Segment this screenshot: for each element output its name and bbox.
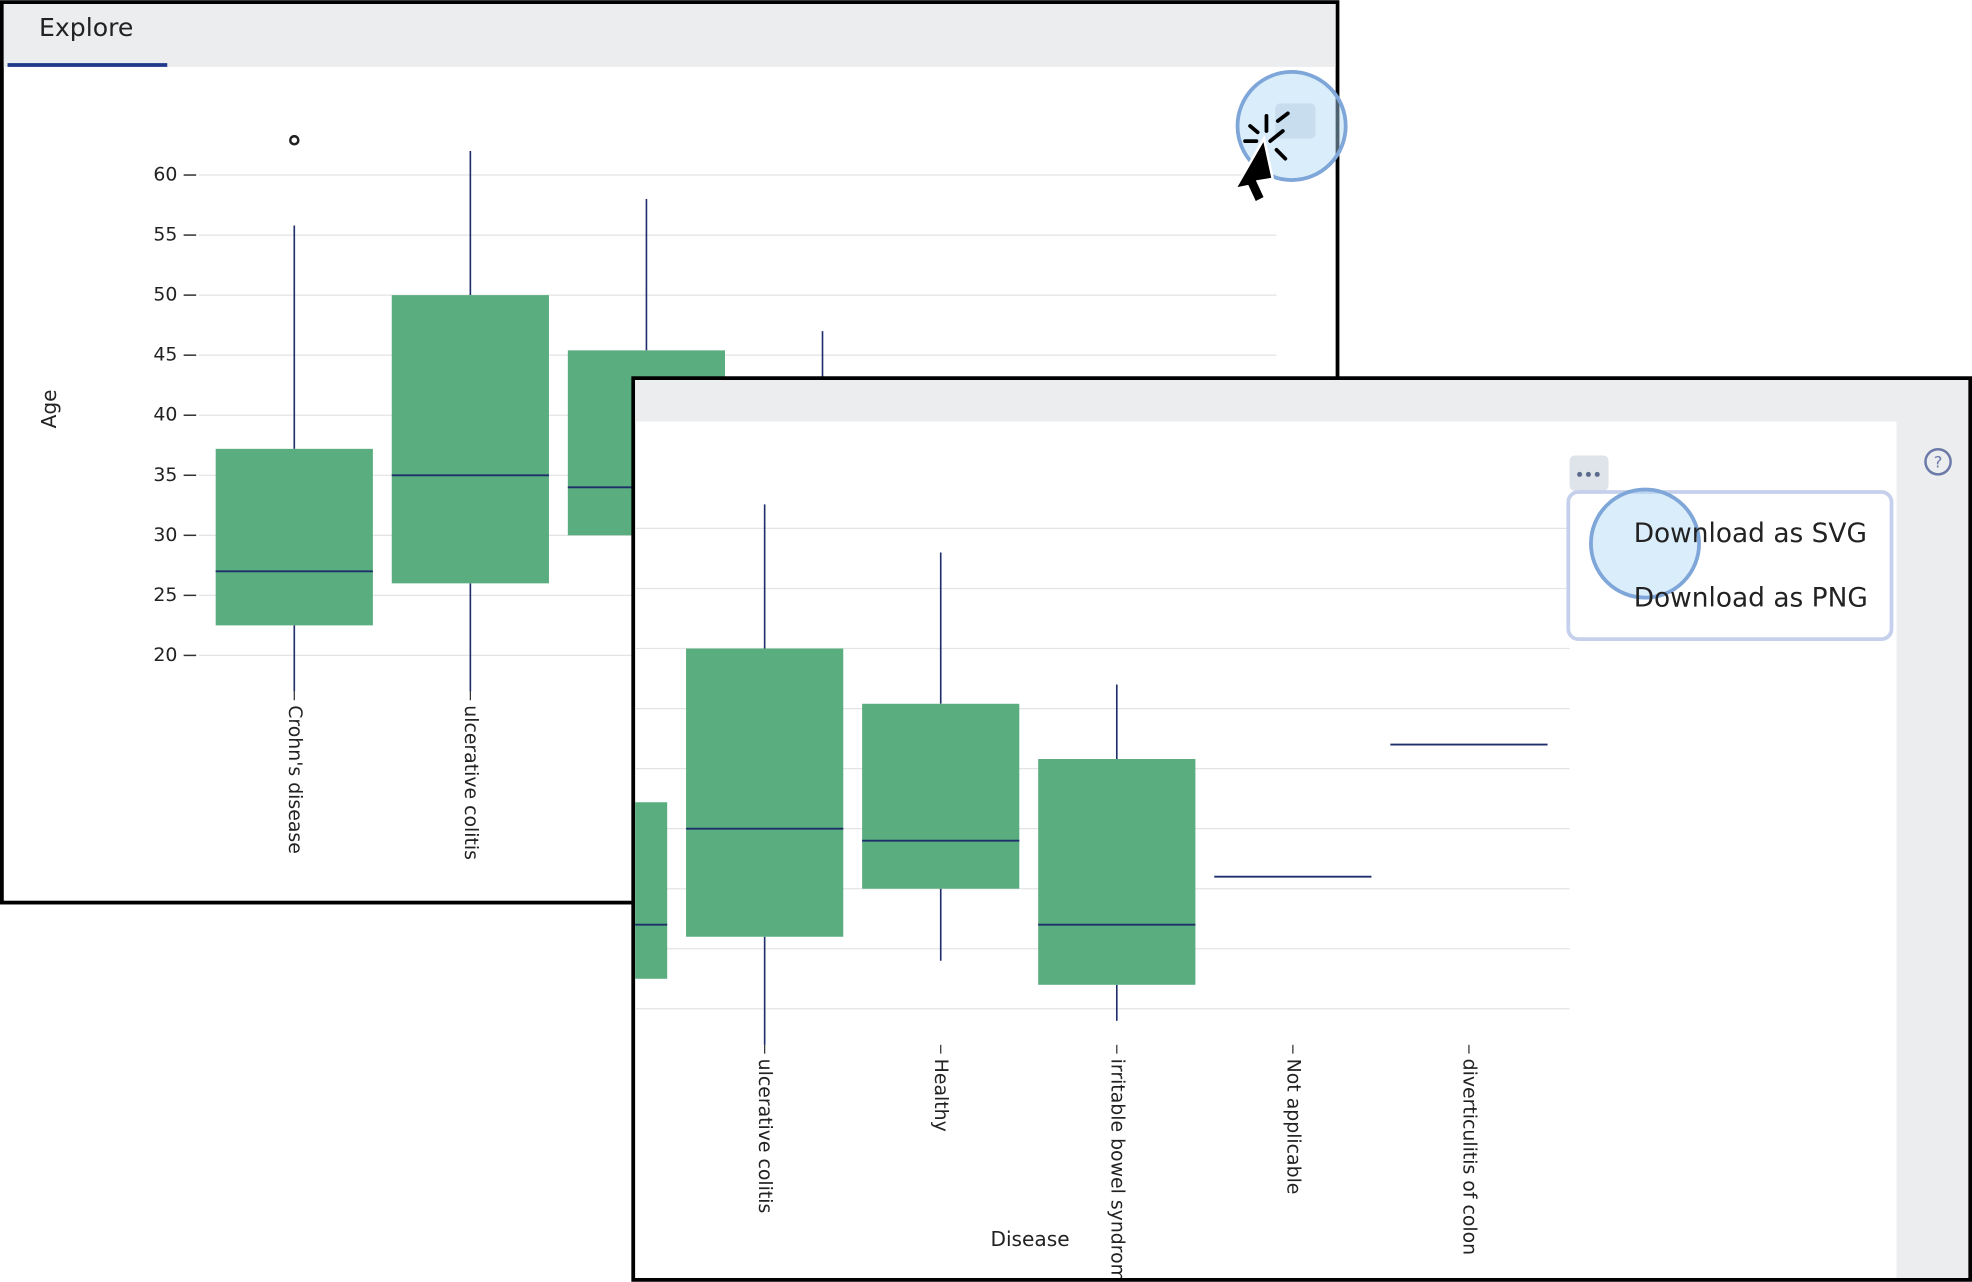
outlier bbox=[289, 134, 300, 146]
box bbox=[686, 648, 844, 937]
panel-front: Disease Crohn's disease ulcerative colitis… bbox=[578, 376, 1972, 1282]
y-tick-label: 50 bbox=[153, 284, 177, 306]
y-axis-label: Age bbox=[37, 390, 61, 429]
x-tick-label: ulcerative colitis bbox=[460, 705, 482, 860]
box bbox=[215, 448, 373, 626]
y-tick-label: 60 bbox=[153, 164, 177, 186]
x-tick-label: Crohn's disease bbox=[284, 705, 306, 854]
more-button[interactable] bbox=[1275, 103, 1316, 139]
y-tick-label: 25 bbox=[153, 584, 177, 606]
box bbox=[1038, 759, 1196, 985]
x-axis-label: Disease bbox=[990, 1227, 1069, 1251]
cursor bbox=[1232, 135, 1275, 205]
x-tick-label: Healthy bbox=[930, 1059, 952, 1132]
menu-item[interactable]: Download as SVG bbox=[1634, 518, 1867, 549]
tab-label[interactable]: Explore bbox=[39, 13, 133, 42]
y-tick-label: 20 bbox=[153, 644, 177, 666]
menu-item[interactable]: Download as PNG bbox=[1634, 582, 1868, 613]
box bbox=[862, 703, 1020, 889]
box bbox=[391, 295, 549, 584]
x-tick-label: Not applicable bbox=[1282, 1059, 1304, 1195]
y-tick-label: 40 bbox=[153, 404, 177, 426]
y-tick-label: 45 bbox=[153, 344, 177, 366]
x-tick-label: diverticulitis of colon bbox=[1458, 1059, 1480, 1255]
download-menu bbox=[1566, 490, 1894, 641]
x-tick-label: Crohn's disease bbox=[578, 1059, 600, 1208]
x-tick-label: ulcerative colitis bbox=[754, 1059, 776, 1214]
x-tick-label: irritable bowel syndrome bbox=[1106, 1059, 1128, 1282]
y-tick-label: 55 bbox=[153, 224, 177, 246]
y-tick-label: 35 bbox=[153, 464, 177, 486]
box bbox=[635, 802, 668, 979]
y-tick-label: 30 bbox=[153, 524, 177, 546]
help-icon[interactable]: ? bbox=[1934, 453, 1943, 472]
